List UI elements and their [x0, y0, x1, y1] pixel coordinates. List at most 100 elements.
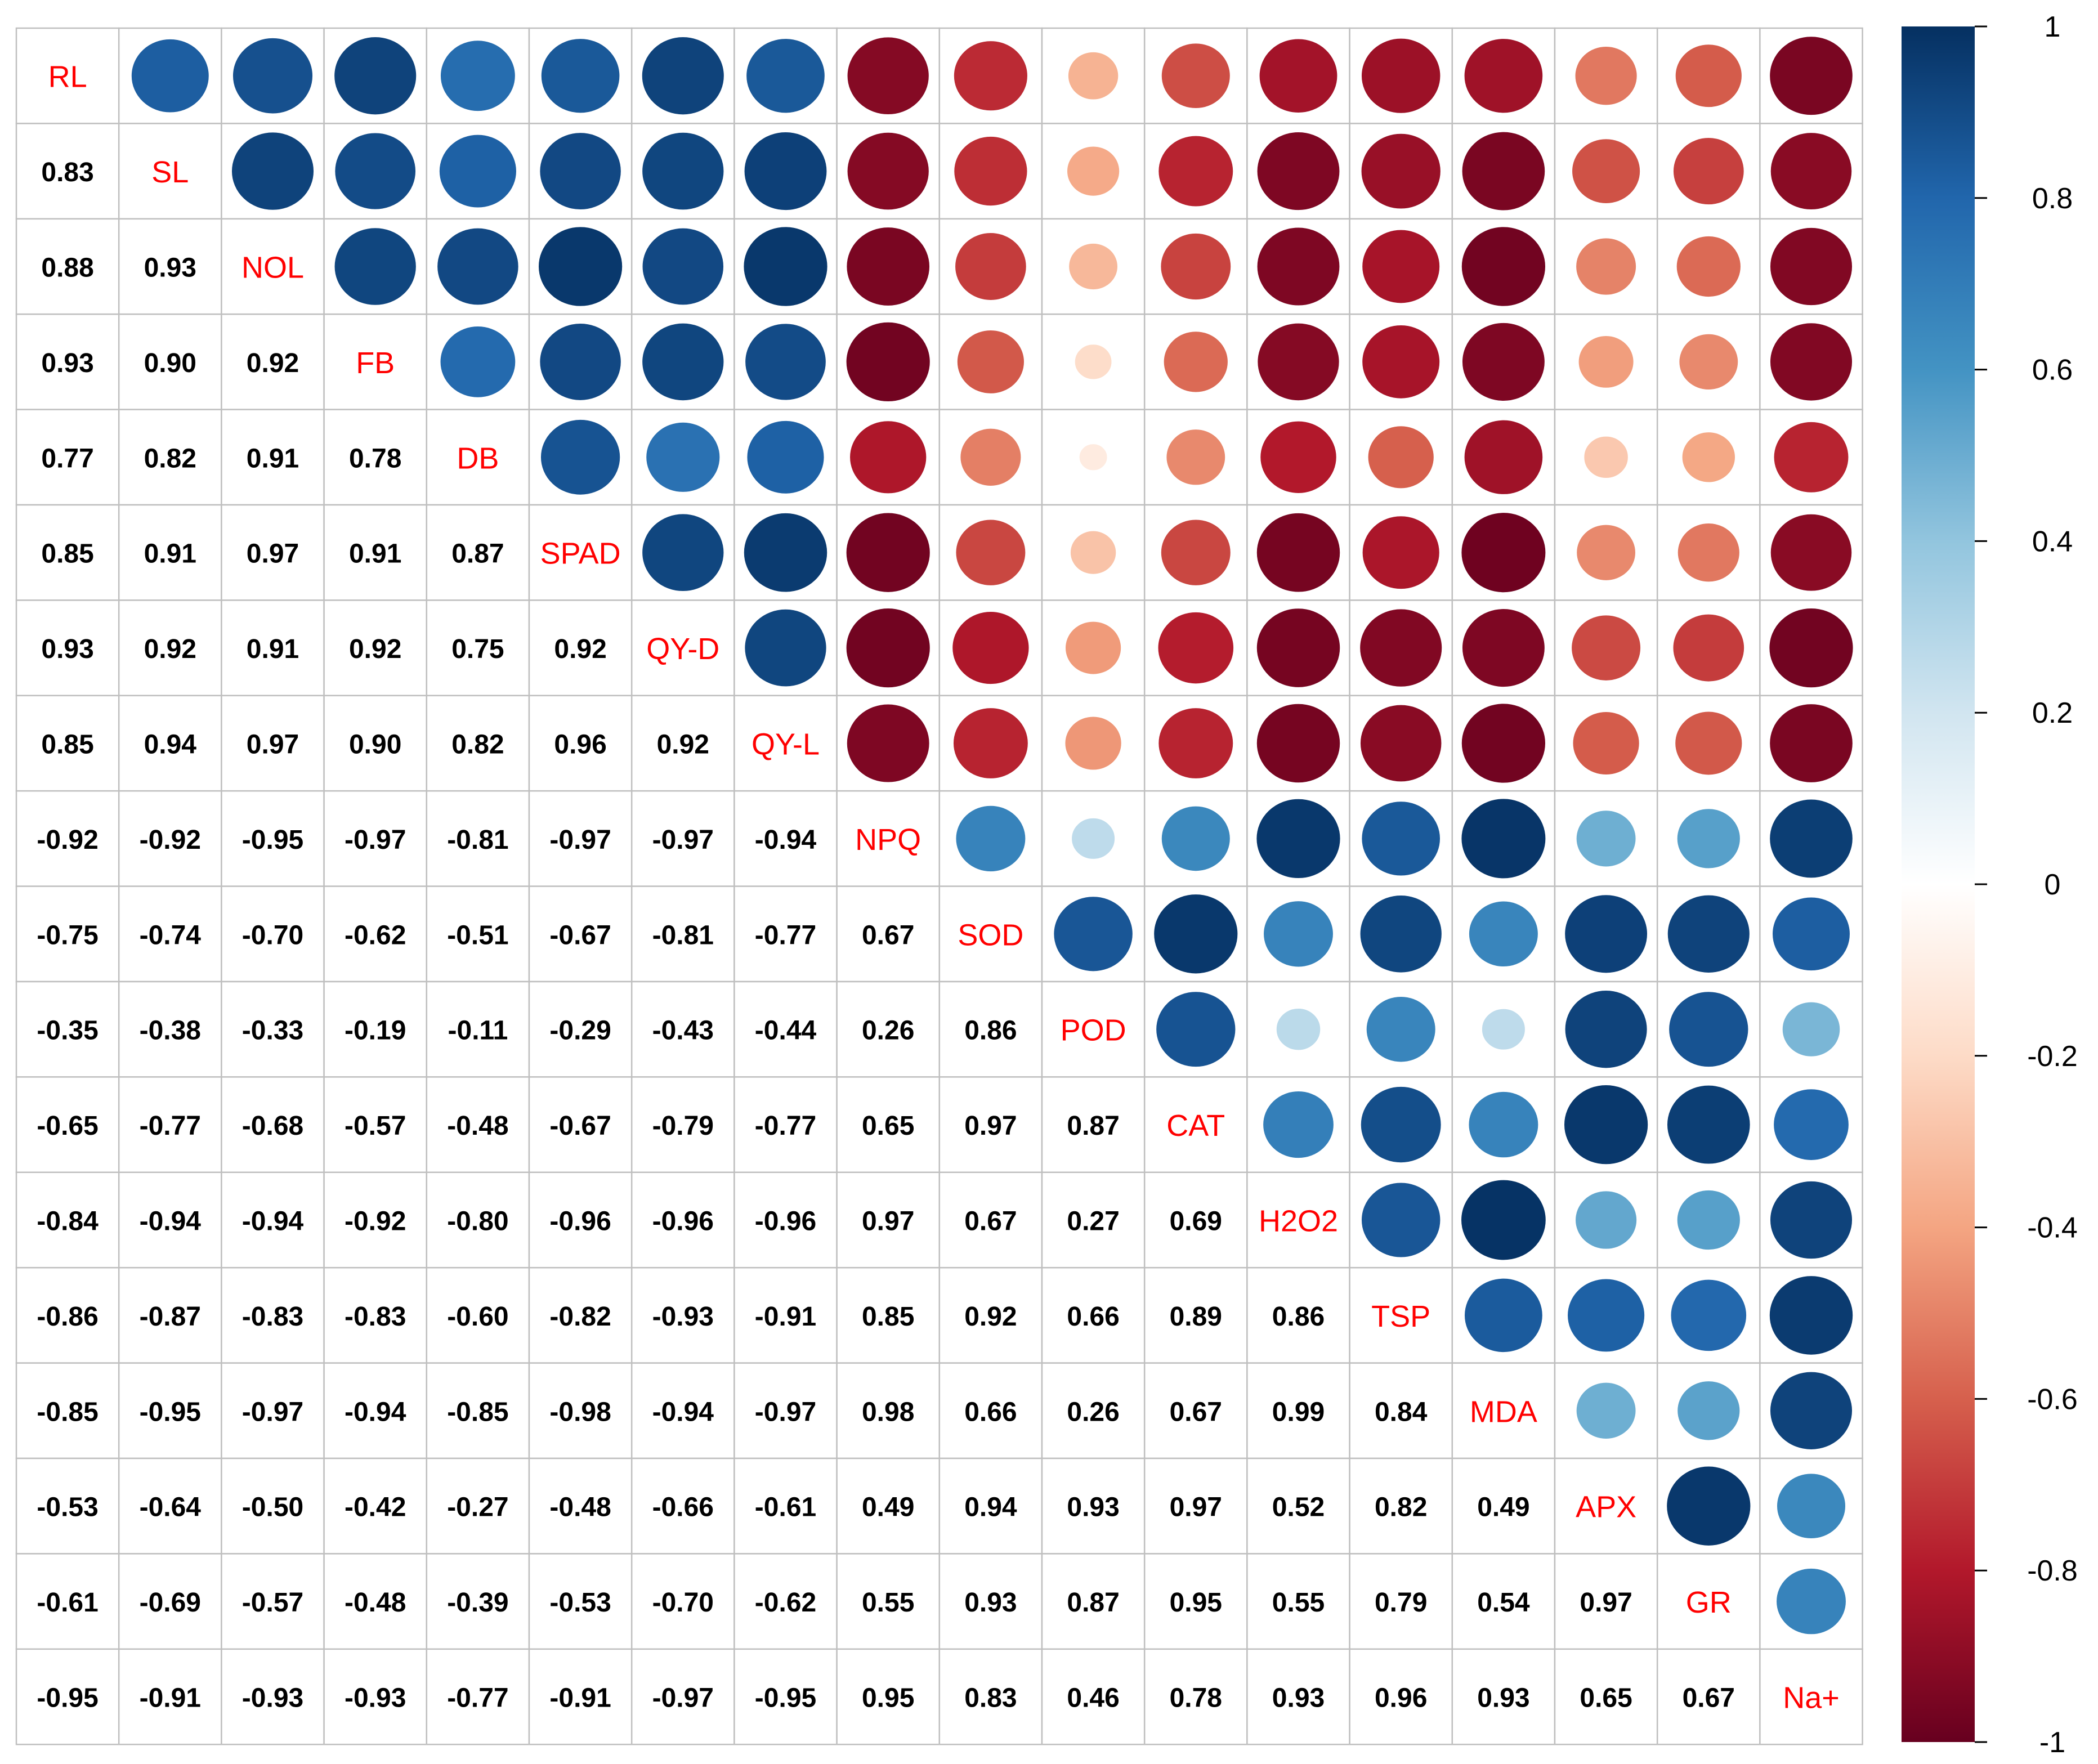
correlation-value-label: 0.98	[862, 1397, 914, 1427]
correlation-circle	[231, 131, 315, 211]
correlation-circle	[540, 419, 621, 496]
correlation-circle	[1165, 428, 1226, 486]
correlation-value-label: -0.68	[242, 1111, 303, 1141]
correlation-value-label: -0.96	[652, 1207, 714, 1237]
correlation-value-label: 0.84	[1375, 1397, 1428, 1427]
correlation-value-label: -0.44	[755, 1016, 817, 1046]
correlation-value-label: 0.90	[349, 730, 401, 760]
correlation-circle	[1359, 704, 1442, 782]
correlation-circle	[1359, 894, 1443, 974]
correlation-circle	[846, 703, 931, 783]
correlation-value-label: 0.92	[964, 1302, 1017, 1332]
grid-cell	[221, 1362, 325, 1459]
correlation-value-label: 0.65	[862, 1111, 914, 1141]
grid-cell	[528, 695, 633, 792]
correlation-value-label: -0.97	[345, 825, 406, 855]
correlation-circle	[1256, 131, 1340, 211]
correlation-circle	[1067, 51, 1119, 101]
correlation-circle	[436, 227, 520, 306]
grid-cell	[630, 981, 735, 1078]
correlation-circle	[1576, 1382, 1637, 1440]
grid-cell	[528, 1266, 633, 1364]
correlation-circle	[642, 227, 724, 306]
correlation-value-label: 0.49	[862, 1493, 914, 1523]
colorbar: 1 0.8 0.6 0.4 0.2 0 -0.2 -0.4 -0.6 -0.8 -1	[1902, 11, 2078, 1759]
correlation-value-label: -0.42	[345, 1493, 406, 1523]
correlation-value-label: 0.87	[451, 539, 504, 569]
correlation-circle	[334, 227, 417, 306]
grid-cell	[1554, 1457, 1658, 1555]
correlation-circle	[1360, 1086, 1442, 1163]
correlation-value-label: -0.97	[549, 825, 611, 855]
correlation-circle	[1461, 226, 1546, 307]
grid-cell	[938, 1457, 1043, 1555]
correlation-circle	[1276, 1008, 1321, 1051]
diagonal-variable-label: Na+	[1783, 1681, 1840, 1715]
correlation-circle	[847, 36, 930, 115]
correlation-value-label: 0.93	[1272, 1684, 1325, 1713]
correlation-value-label: -0.83	[345, 1302, 406, 1332]
correlation-value-label: 0.55	[1272, 1588, 1325, 1618]
correlation-value-label: -0.95	[140, 1397, 201, 1427]
grid-cell	[1451, 1648, 1556, 1745]
correlation-value-label: -0.64	[140, 1493, 202, 1523]
correlation-value-label: 0.89	[1170, 1302, 1222, 1332]
grid-cell	[528, 790, 633, 887]
correlation-value-label: -0.93	[345, 1684, 406, 1713]
colorbar-tick-label: 0	[2045, 868, 2061, 901]
correlation-value-label: -0.94	[140, 1207, 202, 1237]
correlation-circle	[959, 428, 1022, 487]
correlation-value-label: -0.57	[242, 1588, 303, 1618]
correlation-value-label: 0.92	[247, 348, 299, 378]
correlation-circle	[1681, 431, 1736, 483]
grid-cell	[1656, 1553, 1761, 1650]
correlation-value-label: -0.97	[652, 825, 714, 855]
correlation-circle	[1256, 323, 1340, 401]
correlation-circle	[1769, 1275, 1854, 1356]
correlation-circle	[1359, 608, 1443, 688]
correlation-value-label: -0.48	[447, 1111, 508, 1141]
correlation-value-label: 0.93	[41, 348, 93, 378]
correlation-circle	[1053, 896, 1134, 972]
grid-cell	[323, 790, 428, 887]
correlation-value-label: 0.97	[1170, 1493, 1222, 1523]
correlation-circle	[1460, 1179, 1547, 1261]
grid-cell	[1554, 1648, 1658, 1745]
correlation-value-label: -0.29	[549, 1016, 611, 1046]
correlation-circle	[1157, 707, 1234, 780]
correlation-circle	[1769, 1180, 1853, 1260]
colorbar-tick-label: 0.6	[2032, 354, 2073, 387]
grid-cell	[1759, 1648, 1863, 1745]
correlation-value-label: -0.77	[447, 1684, 508, 1713]
correlation-value-label: 0.69	[1170, 1207, 1222, 1237]
correlation-circle	[1256, 703, 1341, 783]
correlation-value-label: 0.26	[862, 1016, 914, 1046]
grid-cell	[630, 1362, 735, 1459]
correlation-circle	[1161, 42, 1231, 109]
correlation-circle	[641, 132, 724, 211]
correlation-circle	[1468, 1091, 1539, 1158]
correlation-value-label: 0.85	[862, 1302, 914, 1332]
colorbar-tick-label: -0.6	[2027, 1383, 2078, 1416]
correlation-circle	[953, 40, 1028, 111]
grid-cell	[1143, 1171, 1248, 1269]
colorbar-tick-label: 0.8	[2032, 182, 2073, 215]
correlation-value-label: 0.82	[451, 730, 504, 760]
correlation-value-label: -0.33	[242, 1016, 303, 1046]
correlation-value-label: 0.86	[1272, 1302, 1325, 1332]
grid-cell	[323, 1362, 428, 1459]
correlation-circle	[847, 132, 930, 211]
grid-cell	[528, 1553, 633, 1650]
correlation-value-label: 0.66	[964, 1397, 1017, 1427]
grid-cell	[938, 1171, 1043, 1269]
correlation-circle	[1776, 1472, 1846, 1539]
correlation-circle	[1460, 798, 1546, 879]
correlation-circle	[1572, 711, 1640, 776]
correlation-value-label: 0.79	[1375, 1588, 1427, 1618]
correlation-circle	[440, 39, 516, 112]
correlation-value-label: 0.92	[144, 634, 196, 664]
correlation-value-label: -0.93	[242, 1684, 303, 1713]
correlation-circle	[1074, 343, 1112, 380]
grid-cell	[733, 790, 838, 887]
